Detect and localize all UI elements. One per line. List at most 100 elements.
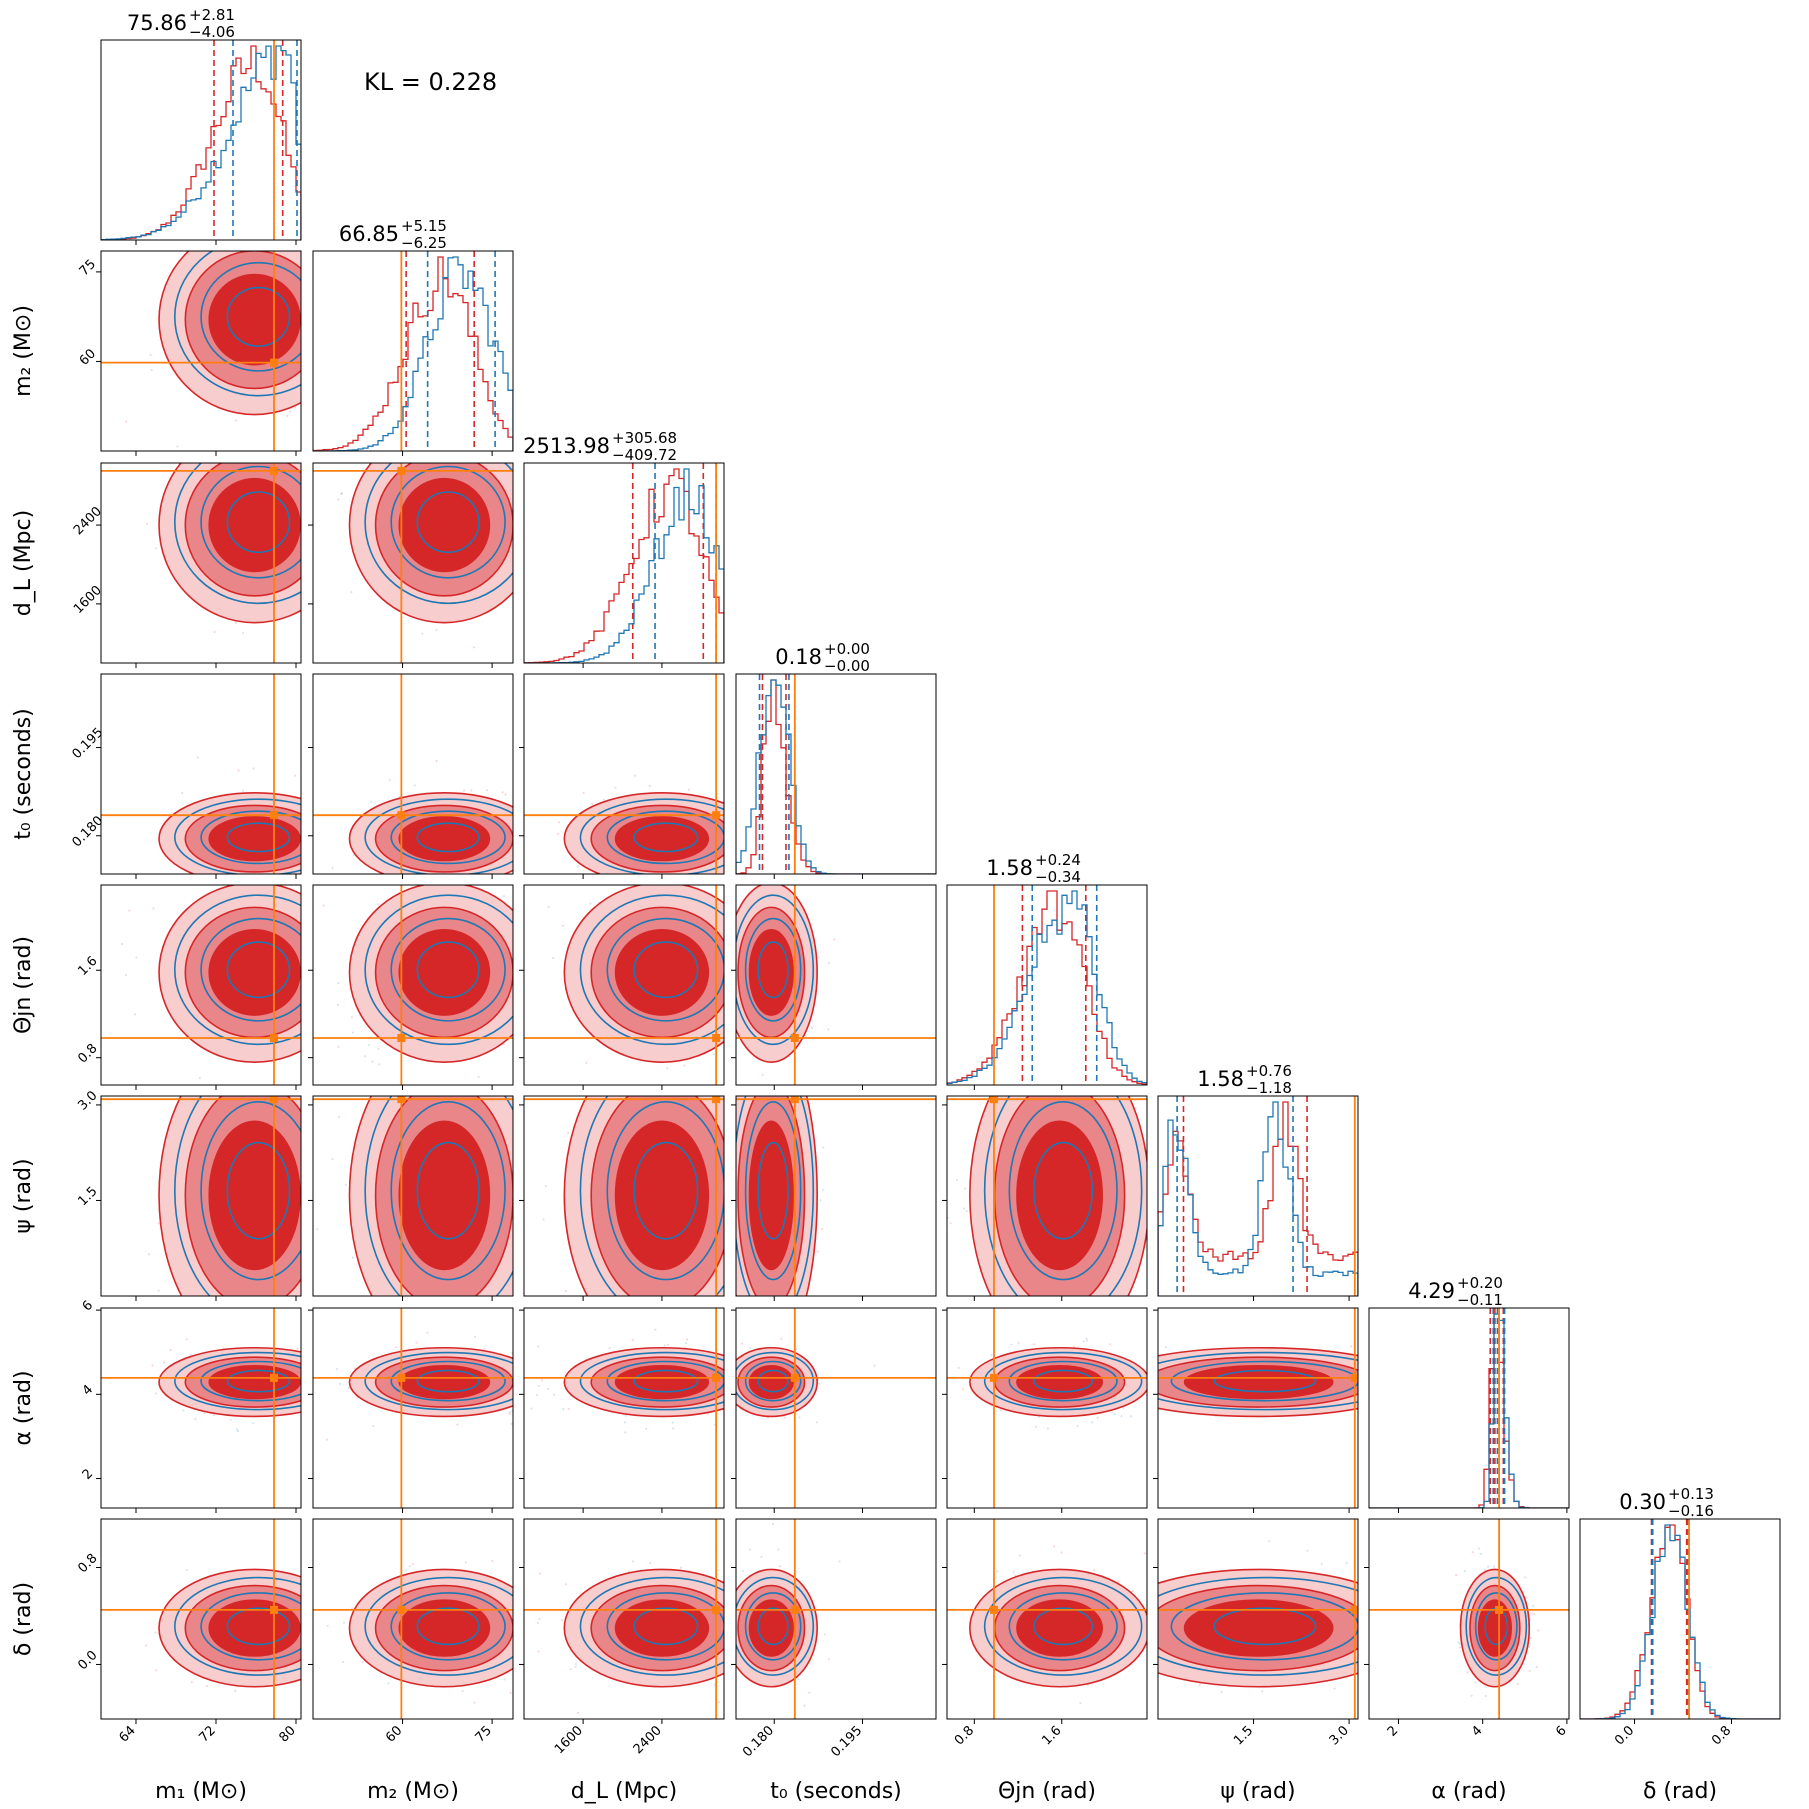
title-value: 4.29 — [1408, 1279, 1455, 1303]
sample-point — [833, 938, 836, 941]
sample-point — [519, 871, 521, 873]
sample-point — [322, 391, 324, 393]
sample-point — [1261, 1690, 1264, 1693]
sample-point — [347, 1386, 350, 1389]
red-histogram — [947, 890, 1147, 1085]
sample-point — [343, 882, 345, 884]
sample-point — [321, 1643, 323, 1645]
blue-histogram — [1580, 1524, 1780, 1719]
sample-point — [378, 1336, 380, 1338]
red-histogram — [101, 45, 301, 240]
title-lower-error: −409.72 — [612, 446, 677, 464]
sample-point — [726, 1157, 728, 1159]
sample-point — [237, 769, 240, 772]
blue-contour-level — [606, 917, 724, 1022]
contour-panel-dL-alpha — [519, 1307, 733, 1513]
sample-point — [486, 430, 488, 432]
sample-point — [746, 877, 748, 879]
sample-point — [1070, 1330, 1072, 1332]
sample-point — [531, 825, 533, 827]
sample-point — [823, 1633, 826, 1636]
sample-point — [324, 1147, 326, 1149]
sample-point — [732, 876, 734, 878]
sample-point — [1333, 1687, 1336, 1690]
truth-marker — [270, 1373, 278, 1382]
sample-point — [808, 1691, 811, 1694]
sample-point — [289, 248, 291, 250]
title-lower-error: −6.25 — [401, 234, 447, 252]
sample-point — [190, 1681, 193, 1684]
truth-marker — [270, 1096, 278, 1104]
sample-point — [741, 1570, 745, 1573]
x-axis-label-m1: m₁ (M⊙) — [155, 1779, 247, 1804]
blue-contour-level — [226, 491, 291, 554]
sample-point — [551, 1594, 553, 1596]
sample-point — [680, 1488, 682, 1490]
sample-point — [305, 666, 307, 668]
sample-point — [526, 499, 528, 501]
sample-point — [666, 1343, 669, 1346]
sample-point — [1531, 1604, 1535, 1607]
sample-point — [250, 216, 252, 218]
sample-point — [521, 902, 523, 904]
sample-point — [1529, 1636, 1532, 1639]
sample-point — [341, 1409, 343, 1411]
sample-point — [1385, 1406, 1387, 1408]
sample-point — [308, 277, 310, 279]
sample-point — [732, 979, 734, 981]
sample-point — [326, 778, 328, 780]
sample-point — [330, 948, 332, 950]
sample-point — [398, 264, 400, 266]
sample-point — [306, 1225, 308, 1227]
y-tick-label: 6 — [80, 1298, 96, 1314]
y-axis-label-theta_jn: Θjn (rad) — [11, 936, 36, 1034]
sample-point — [1111, 1411, 1114, 1414]
red-contour-level — [614, 929, 710, 1016]
sample-point — [294, 774, 297, 777]
blue-contour-level — [1033, 1607, 1094, 1646]
sample-point — [671, 1421, 674, 1424]
sample-point — [703, 1083, 705, 1085]
sample-point — [244, 1301, 246, 1303]
blue-contour-level — [364, 463, 513, 605]
sample-point — [1082, 1340, 1085, 1343]
sample-point — [1382, 1619, 1384, 1621]
sample-point — [1066, 1344, 1068, 1346]
histogram-title: 2513.98 +305.68−409.72 — [523, 429, 677, 464]
sample-point — [553, 897, 555, 899]
sample-point — [772, 1522, 775, 1525]
sample-point — [1091, 1421, 1094, 1424]
sample-point — [873, 1364, 876, 1367]
x-axis-label-theta_jn: Θjn (rad) — [998, 1779, 1096, 1804]
sample-point — [553, 1573, 555, 1575]
sample-point — [508, 1412, 511, 1415]
sample-point — [575, 1662, 578, 1666]
blue-contour-level — [416, 1141, 480, 1240]
sample-point — [438, 455, 440, 457]
sample-point — [729, 1656, 731, 1658]
sample-point — [731, 1376, 733, 1378]
sample-point — [436, 1337, 438, 1339]
sample-point — [513, 1375, 515, 1377]
sample-point — [556, 1364, 558, 1366]
blue-histogram — [947, 890, 1147, 1085]
sample-point — [339, 1338, 341, 1340]
sample-point — [530, 821, 532, 823]
blue-contour-level — [416, 822, 480, 853]
sample-point — [965, 1210, 968, 1213]
sample-point — [321, 1645, 323, 1647]
sample-point — [733, 1295, 735, 1297]
sample-point — [1393, 1630, 1395, 1632]
x-tick-label: 0.180 — [740, 1723, 777, 1760]
truth-marker — [790, 1605, 799, 1614]
blue-contour-level — [200, 1101, 301, 1281]
sample-point — [1415, 1385, 1417, 1387]
sample-point — [491, 1559, 494, 1563]
sample-point — [403, 880, 405, 882]
sample-point — [472, 646, 475, 649]
sample-point — [333, 1615, 335, 1617]
sample-point — [1076, 1424, 1079, 1427]
sample-point — [213, 630, 216, 634]
sample-point — [537, 1345, 540, 1348]
sample-point — [461, 1689, 464, 1693]
